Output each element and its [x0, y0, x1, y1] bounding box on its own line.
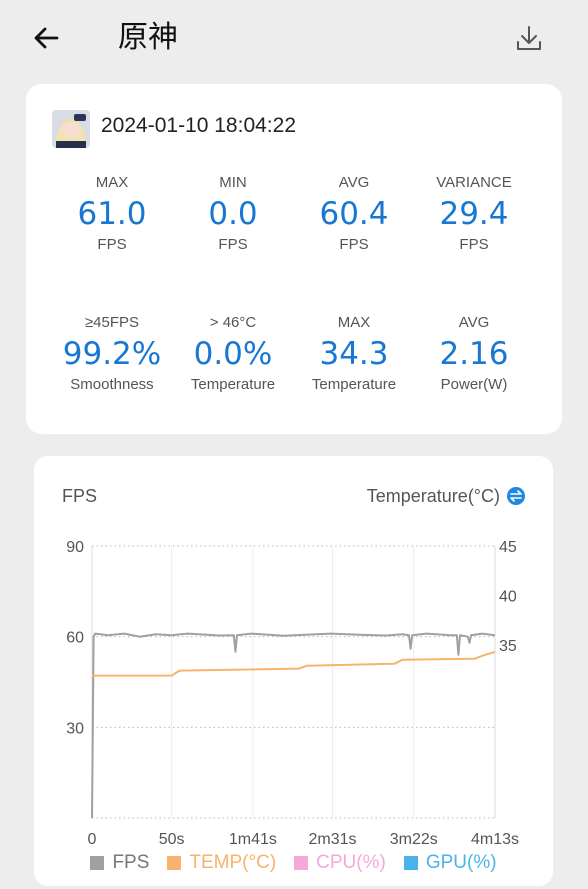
stat-value: 34.3	[319, 336, 389, 372]
legend-swatch-fps	[90, 856, 105, 870]
y-left-tick-label: 60	[66, 630, 84, 647]
stat-unit: FPS	[459, 236, 489, 253]
stat-min-fps: MIN 0.0 FPS	[173, 172, 293, 256]
app-header: 原神	[0, 0, 588, 80]
stat-label: AVG	[458, 314, 490, 331]
stat-label: ≥45FPS	[84, 314, 140, 331]
stat-label: VARIANCE	[436, 174, 512, 191]
legend-item-temp[interactable]: TEMP(°C)	[167, 852, 276, 874]
legend-label: FPS	[112, 852, 150, 873]
stat-unit: Temperature	[190, 376, 276, 393]
x-tick-label: 2m31s	[309, 831, 357, 848]
stat-unit: Smoothness	[70, 376, 154, 393]
stat-max-fps: MAX 61.0 FPS	[52, 172, 172, 256]
series-line-fps	[91, 632, 496, 819]
stat-value: 0.0%	[193, 336, 273, 372]
stat-max-temp: MAX 34.3 Temperature	[294, 312, 414, 396]
x-tick-label: 0	[88, 831, 97, 848]
y-right-tick-label: 35	[499, 638, 517, 655]
chart-left-title: FPS	[62, 486, 97, 506]
session-timestamp: 2024-01-10 18:04:22	[101, 114, 296, 137]
stat-unit: Temperature	[311, 376, 397, 393]
stat-avg-fps: AVG 60.4 FPS	[294, 172, 414, 256]
legend-swatch-gpu	[403, 856, 418, 870]
stat-unit: Power(W)	[440, 376, 508, 393]
game-avatar	[52, 110, 90, 148]
page-title: 原神	[118, 20, 178, 55]
y-left-tick-label: 30	[66, 720, 84, 737]
stat-label: AVG	[338, 174, 370, 191]
download-icon	[517, 26, 541, 50]
y-right-tick-label: 45	[499, 539, 517, 556]
x-tick-label: 50s	[159, 831, 185, 848]
stat-unit: FPS	[218, 236, 248, 253]
legend-item-fps[interactable]: FPS	[90, 852, 149, 874]
legend-swatch-temp	[167, 856, 182, 870]
download-button[interactable]	[512, 22, 546, 56]
legend-label: GPU(%)	[425, 852, 497, 873]
chart-right-title: Temperature(°C)	[367, 486, 500, 506]
legend-label: TEMP(°C)	[189, 852, 277, 873]
stat-label: MIN	[219, 174, 247, 191]
stat-value: 60.4	[319, 196, 389, 232]
performance-chart-card: FPS Temperature(°C) 0 50s 1m41s 2m31s 3m22s 4…	[34, 456, 553, 886]
stat-smoothness: ≥45FPS 99.2% Smoothness	[52, 312, 172, 396]
stat-label: MAX	[337, 314, 371, 331]
chart-legend: FPS TEMP(°C) CPU(%) GPU(%)	[34, 852, 553, 874]
swap-axis-icon[interactable]	[507, 487, 525, 505]
stat-unit: FPS	[97, 236, 127, 253]
back-button[interactable]	[28, 20, 64, 56]
stat-value: 0.0	[208, 196, 258, 232]
stat-label: MAX	[95, 174, 129, 191]
summary-card: 2024-01-10 18:04:22 MAX 61.0 FPS MIN 0.0…	[26, 84, 562, 434]
legend-item-gpu[interactable]: GPU(%)	[403, 852, 497, 874]
y-left-tick-label: 90	[66, 539, 84, 556]
stat-variance-fps: VARIANCE 29.4 FPS	[414, 172, 534, 256]
stat-label: > 46°C	[209, 314, 257, 331]
stat-unit: FPS	[339, 236, 369, 253]
legend-swatch-cpu	[294, 856, 309, 870]
stat-value: 29.4	[439, 196, 509, 232]
performance-chart: FPS Temperature(°C) 0 50s 1m41s 2m31s 3m22s 4…	[62, 486, 525, 848]
x-tick-label: 1m41s	[229, 831, 277, 848]
stat-value: 2.16	[439, 336, 509, 372]
stat-value: 61.0	[77, 196, 147, 232]
legend-item-cpu[interactable]: CPU(%)	[294, 852, 386, 874]
stat-over-temp: > 46°C 0.0% Temperature	[173, 312, 293, 396]
arrow-left-icon	[34, 27, 59, 49]
x-tick-label: 4m13s	[471, 831, 519, 848]
stat-avg-power: AVG 2.16 Power(W)	[414, 312, 534, 396]
y-right-tick-label: 40	[499, 588, 517, 605]
series-line-temp	[92, 650, 496, 677]
game-character-icon	[52, 110, 90, 148]
x-tick-label: 3m22s	[390, 831, 438, 848]
stat-value: 99.2%	[62, 336, 162, 372]
legend-label: CPU(%)	[316, 852, 386, 873]
